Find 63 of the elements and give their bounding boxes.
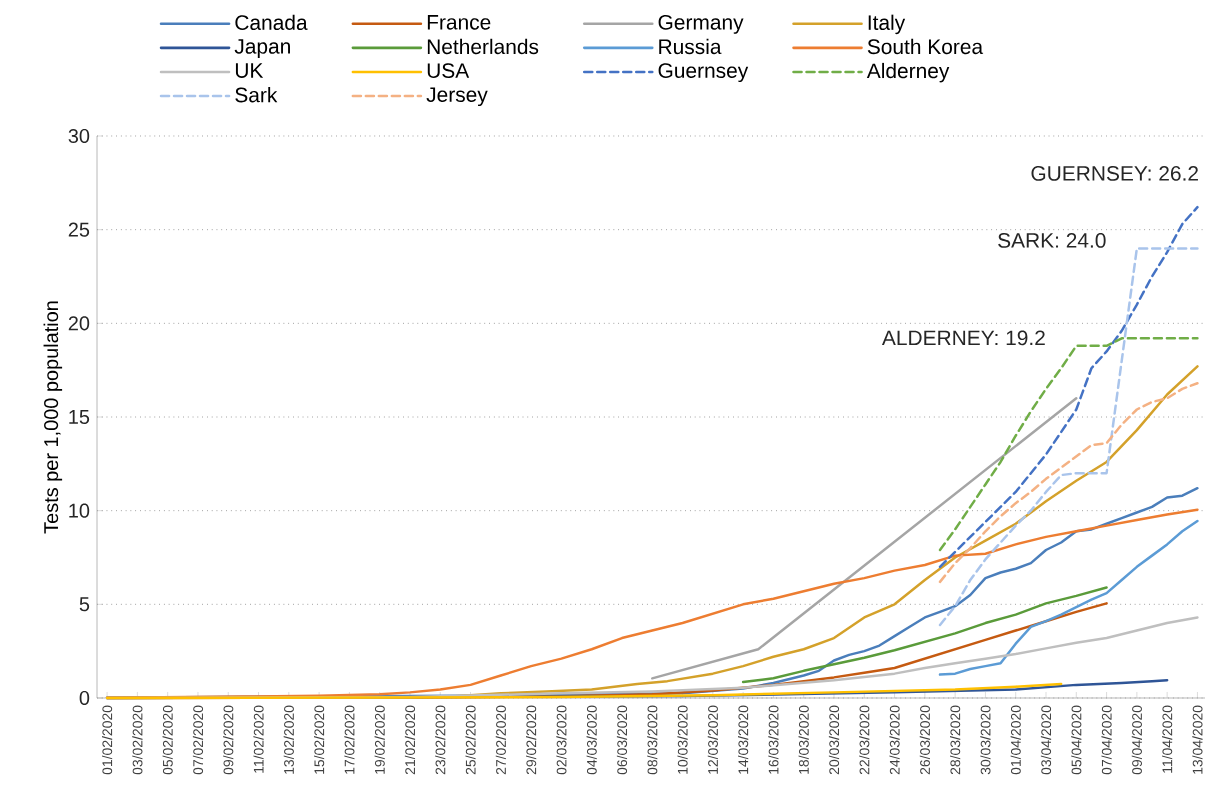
x-tick-label: 05/02/2020 — [162, 705, 173, 775]
x-tick-label: 11/04/2020 — [1162, 705, 1173, 773]
x-tick-label: 11/02/2020 — [253, 705, 264, 773]
legend-label: Russia — [659, 38, 722, 55]
legend-label: South Korea — [867, 38, 984, 55]
x-tick-label: 08/03/2020 — [647, 705, 658, 775]
x-tick-label: 15/02/2020 — [314, 705, 325, 774]
legend-label: Germany — [658, 14, 744, 34]
y-tick-label: 0 — [79, 690, 90, 706]
x-tick-label: 03/02/2020 — [132, 705, 143, 775]
y-tick-label: 5 — [79, 597, 90, 612]
x-tick-label: 01/02/2020 — [101, 705, 113, 775]
x-tick-label: 20/03/2020 — [828, 705, 840, 775]
annotation: GUERNSEY: 26.2 — [1031, 165, 1198, 181]
line-series — [105, 682, 1063, 700]
legend-label: Japan — [234, 39, 290, 58]
x-tick-label: 02/03/2020 — [556, 705, 567, 775]
y-tick-label: 20 — [68, 316, 90, 331]
y-tick-label: 10 — [69, 503, 90, 518]
legend-label: Jersey — [426, 87, 488, 107]
x-tick-label: 23/02/2020 — [435, 705, 446, 775]
x-tick-label: 17/02/2020 — [344, 705, 355, 774]
x-tick-label: 07/04/2020 — [1101, 705, 1112, 775]
legend-label: Italy — [868, 14, 906, 35]
x-tick-label: 26/03/2020 — [919, 705, 930, 775]
legend-label: France — [427, 15, 491, 30]
x-tick-label: 22/03/2020 — [859, 705, 870, 775]
x-tick-label: 29/02/2020 — [526, 705, 537, 775]
x-tick-label: 24/03/2020 — [889, 705, 900, 775]
x-tick-label: 06/03/2020 — [616, 705, 628, 775]
x-tick-label: 30/03/2020 — [980, 705, 991, 775]
x-tick-label: 13/04/2020 — [1192, 705, 1203, 774]
y-tick-label: 30 — [68, 128, 90, 144]
legend-label: Canada — [235, 14, 308, 31]
x-tick-label: 10/03/2020 — [677, 705, 688, 774]
x-tick-label: 16/03/2020 — [768, 705, 779, 774]
x-tick-label: 09/04/2020 — [1131, 705, 1142, 775]
x-tick-label: 12/03/2020 — [707, 705, 718, 774]
legend-label: Guernsey — [658, 63, 749, 83]
legend-label: Alderney — [866, 62, 950, 83]
legend-label: UK — [235, 63, 264, 78]
x-tick-label: 13/02/2020 — [283, 705, 294, 774]
legend-label: USA — [427, 63, 470, 78]
x-tick-label: 25/02/2020 — [465, 705, 476, 775]
legend-label: Sark — [235, 87, 278, 103]
x-tick-label: 27/02/2020 — [495, 705, 506, 775]
y-axis-title: Tests per 1,000 population — [43, 301, 63, 534]
x-tick-label: 04/03/2020 — [586, 705, 597, 775]
annotation: SARK: 24.0 — [998, 233, 1106, 248]
x-tick-label: 28/03/2020 — [950, 705, 961, 775]
y-tick-label: 25 — [68, 222, 90, 237]
x-tick-label: 21/02/2020 — [404, 705, 416, 775]
x-tick-label: 18/03/2020 — [798, 705, 809, 774]
y-tick-label: 15 — [69, 410, 90, 424]
x-tick-label: 07/02/2020 — [192, 705, 204, 775]
legend-label: Netherlands — [427, 38, 539, 55]
x-tick-label: 19/02/2020 — [374, 705, 385, 774]
x-tick-label: 03/04/2020 — [1040, 705, 1052, 775]
x-tick-label: 14/03/2020 — [738, 705, 749, 774]
x-tick-label: 01/04/2020 — [1010, 705, 1021, 775]
x-tick-label: 05/04/2020 — [1071, 705, 1082, 775]
annotation: ALDERNEY: 19.2 — [881, 330, 1045, 346]
x-tick-label: 09/02/2020 — [223, 705, 234, 775]
